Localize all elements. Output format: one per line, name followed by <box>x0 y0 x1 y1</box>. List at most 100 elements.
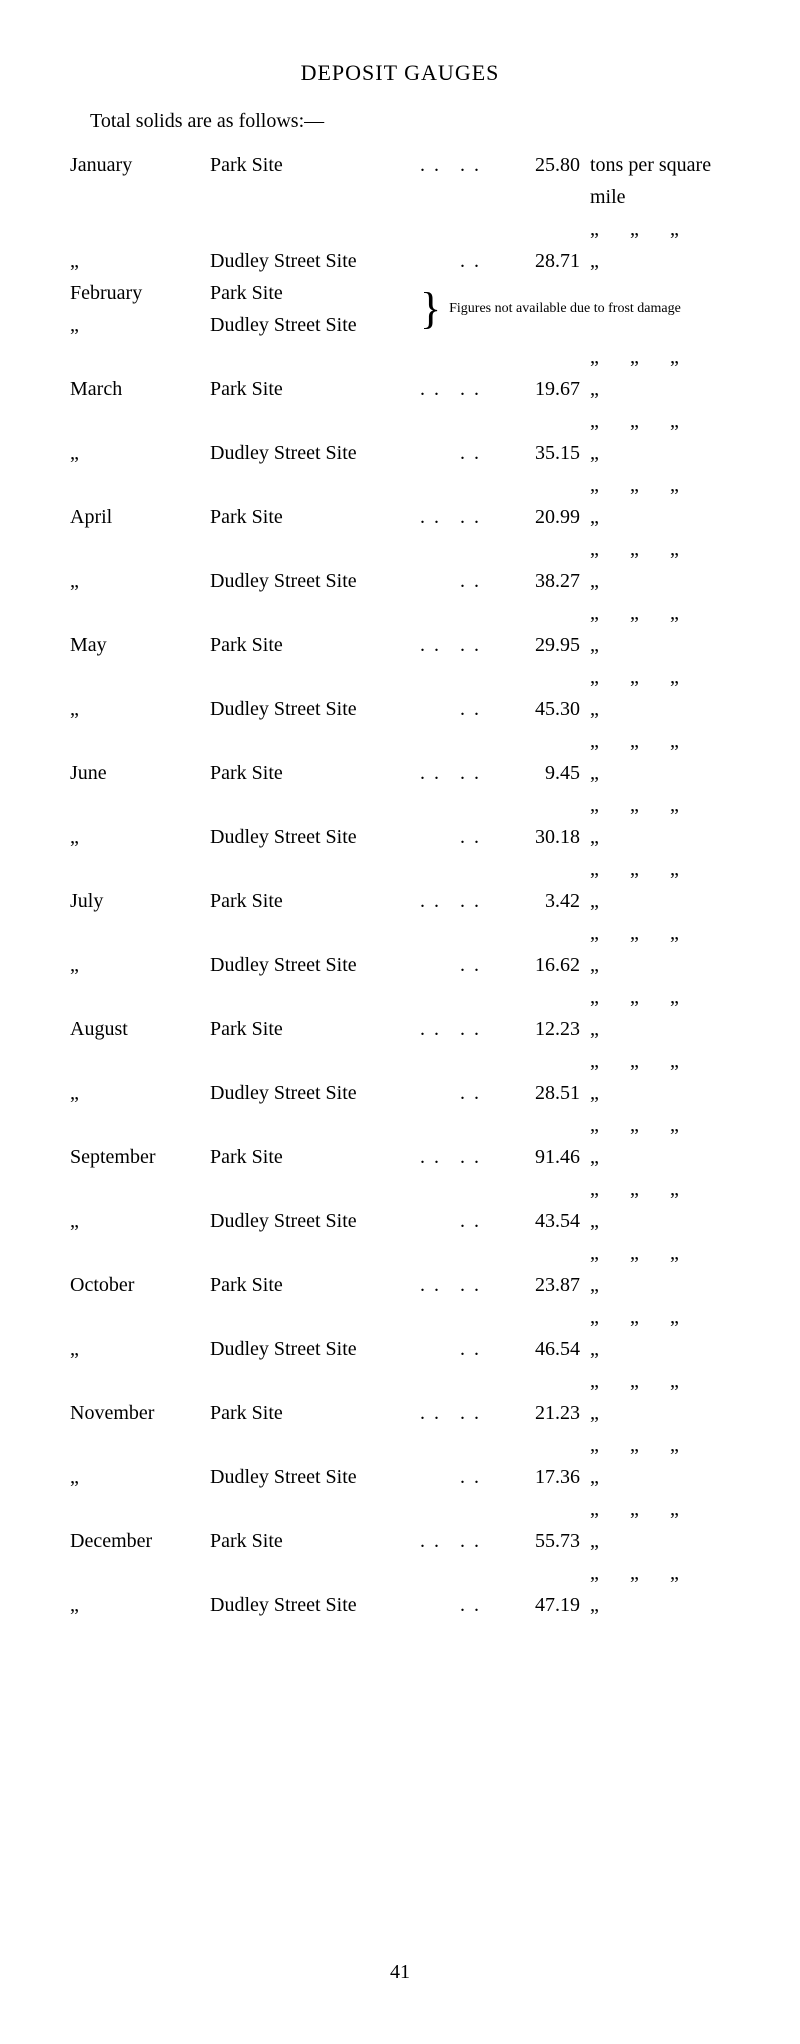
site-cell: Dudley Street Site <box>210 245 420 277</box>
value-cell: 45.30 <box>500 693 580 725</box>
month-cell: „ <box>70 309 210 341</box>
ditto-mark: „ <box>670 917 710 949</box>
site-cell: Park Site <box>210 1525 420 1557</box>
ditto-mark: „ <box>630 1173 670 1205</box>
ditto-mark: „ <box>630 789 670 821</box>
site-cell: Dudley Street Site <box>210 821 420 853</box>
value-cell: 12.23 <box>500 1013 580 1045</box>
table-row: MarchPark Site. .. .19.67„„„„ <box>70 341 730 405</box>
value-cell: 91.46 <box>500 1141 580 1173</box>
table-row: „Dudley Street Site. .38.27„„„„ <box>70 533 730 597</box>
month-cell: „ <box>70 1589 210 1621</box>
site-cell: Park Site <box>210 1269 420 1301</box>
ditto-mark: „ <box>630 1301 670 1333</box>
dots-cell: . . <box>460 373 500 405</box>
ditto-mark: „ <box>590 1269 630 1301</box>
value-cell: 46.54 <box>500 1333 580 1365</box>
ditto-mark: „ <box>630 469 670 501</box>
unit-cell: „„„„ <box>580 981 730 1045</box>
ditto-mark: „ <box>590 1173 630 1205</box>
value-cell: 17.36 <box>500 1461 580 1493</box>
dots-cell: . . <box>460 1205 500 1237</box>
ditto-mark: „ <box>630 1109 670 1141</box>
table-row: NovemberPark Site. .. .21.23„„„„ <box>70 1365 730 1429</box>
site-cell: Dudley Street Site <box>210 1205 420 1237</box>
dots-cell: . . <box>460 1141 500 1173</box>
table-row: „Dudley Street Site. .28.71„„„„ <box>70 213 730 277</box>
site-cell: Park Site <box>210 629 420 661</box>
dots-cell: . . <box>460 821 500 853</box>
unit-cell: „„„„ <box>580 597 730 661</box>
ditto-mark: „ <box>630 1493 670 1525</box>
table-row: „Dudley Street Site. .28.51„„„„ <box>70 1045 730 1109</box>
ditto-mark: „ <box>590 1429 630 1461</box>
ditto-mark: „ <box>670 1045 710 1077</box>
month-cell: „ <box>70 245 210 277</box>
table-row: JanuaryPark Site. .. .25.80tons per squa… <box>70 149 730 213</box>
table-row: OctoberPark Site. .. .23.87„„„„ <box>70 1237 730 1301</box>
dots-cell: . . <box>460 149 500 181</box>
dots-cell: . . <box>460 1397 500 1429</box>
dots-cell: . . <box>420 885 460 917</box>
dots-cell: . . <box>460 629 500 661</box>
dots-cell: . . <box>460 1077 500 1109</box>
table-row: MayPark Site. .. .29.95„„„„ <box>70 597 730 661</box>
ditto-mark: „ <box>670 341 710 373</box>
ditto-mark: „ <box>590 949 630 981</box>
dots-cell: . . <box>420 1525 460 1557</box>
unit-cell: „„„„ <box>580 661 730 725</box>
unit-cell: „„„„ <box>580 405 730 469</box>
dots-cell: . . <box>460 885 500 917</box>
site-cell: Dudley Street Site <box>210 437 420 469</box>
unit-cell: „„„„ <box>580 1301 730 1365</box>
value-cell: 47.19 <box>500 1589 580 1621</box>
dots-cell: . . <box>420 1269 460 1301</box>
ditto-mark: „ <box>590 789 630 821</box>
dots-cell: . . <box>420 1013 460 1045</box>
ditto-mark: „ <box>630 981 670 1013</box>
ditto-mark: „ <box>670 1557 710 1589</box>
dots-cell: . . <box>420 373 460 405</box>
value-cell: 28.71 <box>500 245 580 277</box>
ditto-mark: „ <box>590 245 630 277</box>
month-cell: „ <box>70 565 210 597</box>
month-cell: February <box>70 277 210 309</box>
value-cell: 35.15 <box>500 437 580 469</box>
ditto-mark: „ <box>630 405 670 437</box>
value-cell: 29.95 <box>500 629 580 661</box>
ditto-mark: „ <box>590 1205 630 1237</box>
dots-cell: . . <box>460 693 500 725</box>
site-cell: Park Site <box>210 277 420 309</box>
ditto-mark: „ <box>590 661 630 693</box>
ditto-mark: „ <box>590 1237 630 1269</box>
dots-cell: . . <box>420 629 460 661</box>
value-cell: 21.23 <box>500 1397 580 1429</box>
ditto-mark: „ <box>630 213 670 245</box>
ditto-mark: „ <box>590 1557 630 1589</box>
month-cell: December <box>70 1525 210 1557</box>
dots-cell: . . <box>460 949 500 981</box>
site-cell: Dudley Street Site <box>210 1333 420 1365</box>
dots-cell: . . <box>460 1013 500 1045</box>
site-cell: Park Site <box>210 1013 420 1045</box>
ditto-mark: „ <box>590 1365 630 1397</box>
table-row: JulyPark Site. .. .3.42„„„„ <box>70 853 730 917</box>
dots-cell: . . <box>420 1397 460 1429</box>
table-row: SeptemberPark Site. .. .91.46„„„„ <box>70 1109 730 1173</box>
ditto-mark: „ <box>590 1045 630 1077</box>
table-row: „Dudley Street Site. .43.54„„„„ <box>70 1173 730 1237</box>
site-cell: Park Site <box>210 1141 420 1173</box>
ditto-mark: „ <box>590 213 630 245</box>
value-cell: 19.67 <box>500 373 580 405</box>
ditto-mark: „ <box>670 1237 710 1269</box>
ditto-mark: „ <box>670 597 710 629</box>
ditto-mark: „ <box>590 1301 630 1333</box>
ditto-mark: „ <box>590 373 630 405</box>
table-row: „Dudley Street Site. .17.36„„„„ <box>70 1429 730 1493</box>
month-cell: January <box>70 149 210 181</box>
ditto-mark: „ <box>670 1365 710 1397</box>
ditto-mark: „ <box>590 1141 630 1173</box>
table-row: JunePark Site. .. .9.45„„„„ <box>70 725 730 789</box>
unit-cell: „„„„ <box>580 725 730 789</box>
site-cell: Dudley Street Site <box>210 1077 420 1109</box>
